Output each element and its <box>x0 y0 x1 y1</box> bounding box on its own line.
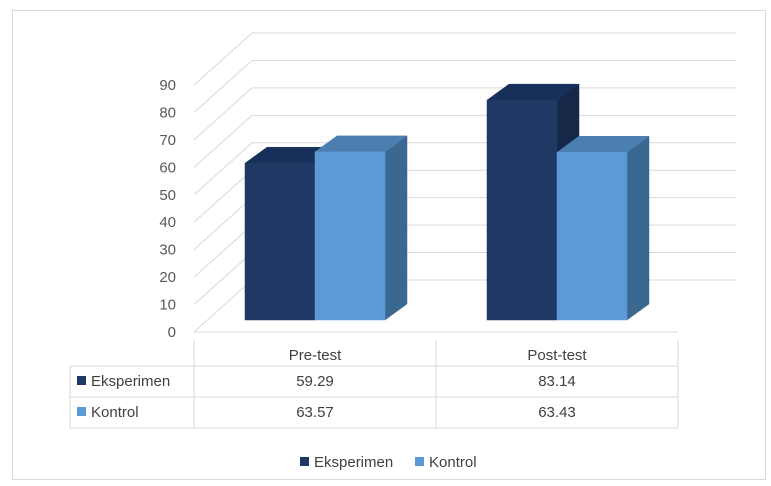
gridline-floor <box>193 142 253 196</box>
chart-frame <box>12 10 766 480</box>
table-legend-key <box>77 407 86 416</box>
data-label: 83.14 <box>538 373 576 390</box>
gridline-floor <box>193 60 253 113</box>
y-tick-label: 0 <box>168 324 176 341</box>
table-series-label: Eksperimen <box>91 373 170 390</box>
y-tick-label: 40 <box>159 214 176 231</box>
y-tick-label: 20 <box>159 269 176 286</box>
bar-side <box>626 135 650 321</box>
data-label: 63.57 <box>296 404 334 421</box>
y-tick-label: 70 <box>159 132 176 149</box>
x-tick-label: Post-test <box>527 347 587 364</box>
gridline-floor <box>193 32 253 86</box>
gridline-floor <box>193 114 253 168</box>
y-tick-label: 30 <box>159 242 176 259</box>
bar-eksperimen-pre-test <box>244 162 316 321</box>
y-tick-label: 10 <box>159 297 176 314</box>
gridline-floor <box>193 224 253 278</box>
data-label: 59.29 <box>296 373 334 390</box>
legend-item: Eksperimen <box>314 454 393 471</box>
y-tick-label: 80 <box>159 104 176 121</box>
data-label: 63.43 <box>538 404 576 421</box>
table-legend-key <box>77 376 86 385</box>
legend-item: Kontrol <box>429 454 477 471</box>
legend-key <box>300 457 309 466</box>
gridline-floor <box>193 252 253 305</box>
bar-eksperimen-post-test <box>486 99 558 321</box>
bar-kontrol-pre-test <box>314 151 386 321</box>
gridline-floor <box>193 169 253 223</box>
x-tick-label: Pre-test <box>289 347 342 364</box>
gridline-floor <box>193 279 253 333</box>
y-tick-label: 60 <box>159 159 176 176</box>
bar-kontrol-post-test <box>556 152 628 321</box>
gridline-floor <box>193 87 253 141</box>
y-tick-label: 90 <box>159 77 176 94</box>
y-tick-label: 50 <box>159 187 176 204</box>
bar-side <box>384 135 408 321</box>
table-series-label: Kontrol <box>91 404 139 421</box>
legend-key <box>415 457 424 466</box>
gridline-floor <box>193 197 253 251</box>
